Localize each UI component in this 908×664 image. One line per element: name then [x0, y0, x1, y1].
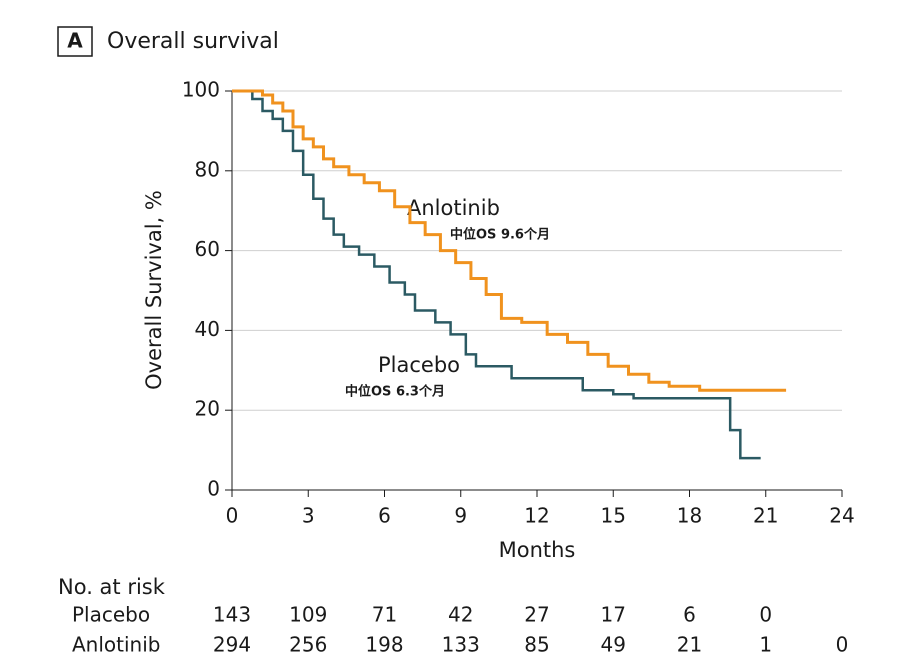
risk-table-title: No. at risk: [58, 575, 166, 599]
x-tick-label: 24: [829, 504, 854, 528]
y-tick-label: 80: [195, 157, 220, 181]
y-tick-label: 40: [195, 317, 220, 341]
y-tick-label: 0: [207, 477, 220, 501]
risk-count: 256: [289, 633, 327, 657]
y-tick-label: 60: [195, 237, 220, 261]
x-tick-label: 9: [454, 504, 467, 528]
risk-count: 27: [524, 603, 549, 627]
x-tick-label: 12: [524, 504, 549, 528]
median-annotation: 中位OS 9.6个月: [450, 227, 550, 243]
risk-count: 49: [601, 633, 626, 657]
risk-count: 294: [213, 633, 251, 657]
panel-label: A: [67, 29, 83, 53]
risk-count: 21: [677, 633, 702, 657]
risk-count: 6: [683, 603, 696, 627]
y-tick-label: 20: [195, 397, 220, 421]
risk-count: 0: [759, 603, 772, 627]
y-axis-label: Overall Survival, %: [142, 190, 166, 390]
risk-count: 133: [442, 633, 480, 657]
y-tick-label: 100: [182, 78, 220, 102]
risk-count: 42: [448, 603, 473, 627]
risk-count: 85: [524, 633, 549, 657]
survival-curve: [232, 89, 787, 392]
x-tick-label: 3: [302, 504, 315, 528]
x-axis-label: Months: [499, 538, 576, 562]
risk-count: 143: [213, 603, 251, 627]
chart-title: Overall survival: [107, 29, 279, 54]
series-label: Anlotinib: [407, 196, 500, 220]
risk-count: 71: [372, 603, 397, 627]
risk-count: 1: [759, 633, 772, 657]
x-tick-label: 15: [601, 504, 626, 528]
series-label: Placebo: [378, 353, 460, 377]
survival-curve: [232, 89, 761, 460]
x-tick-label: 21: [753, 504, 778, 528]
median-annotation: 中位OS 6.3个月: [345, 384, 445, 400]
risk-count: 109: [289, 603, 327, 627]
x-tick-label: 18: [677, 504, 702, 528]
risk-count: 0: [836, 633, 849, 657]
risk-count: 17: [601, 603, 626, 627]
x-tick-label: 6: [378, 504, 391, 528]
risk-row-name: Anlotinib: [72, 633, 160, 657]
panel-box: [57, 26, 93, 57]
risk-count: 198: [365, 633, 403, 657]
risk-row-name: Placebo: [72, 603, 150, 627]
x-tick-label: 0: [226, 504, 239, 528]
